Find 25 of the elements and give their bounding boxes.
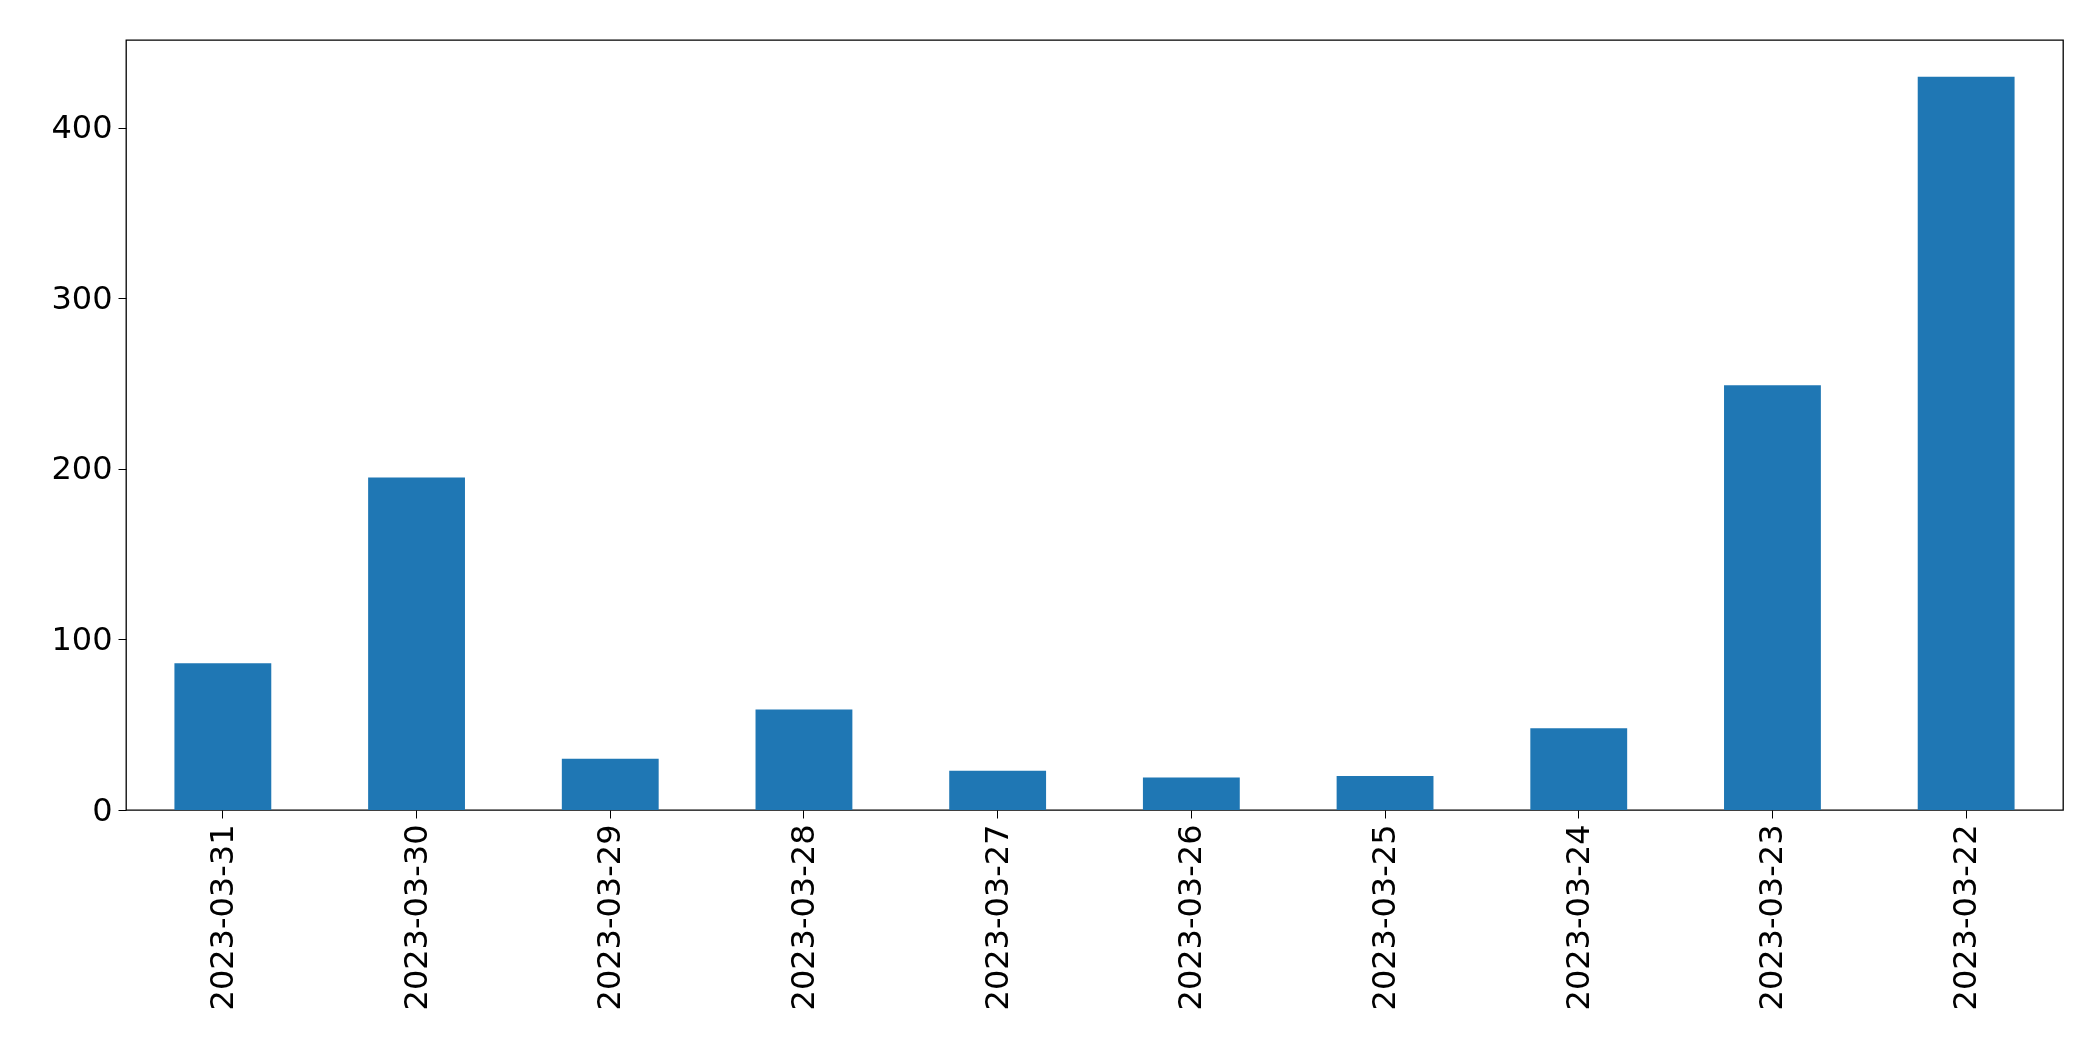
x-tick-label: 2023-03-26 <box>1171 824 1210 1011</box>
bar <box>1724 385 1821 810</box>
bar <box>1336 775 1434 810</box>
bar <box>174 663 272 810</box>
bar <box>561 758 659 810</box>
bar <box>368 477 465 810</box>
x-tick-label: 2023-03-23 <box>1752 824 1791 1011</box>
bar <box>1530 728 1628 810</box>
x-tick-label: 2023-03-25 <box>1365 824 1404 1011</box>
bar <box>949 770 1047 810</box>
bar <box>755 709 853 810</box>
x-tick-label: 2023-03-24 <box>1558 824 1597 1011</box>
x-tick-label: 2023-03-29 <box>590 824 629 1011</box>
y-tick-label: 400 <box>51 108 113 147</box>
bar <box>1142 777 1240 810</box>
y-tick-label: 200 <box>51 449 113 488</box>
x-tick-label: 2023-03-27 <box>977 824 1016 1011</box>
x-tick-label: 2023-03-30 <box>396 824 435 1011</box>
y-tick-label: 300 <box>51 278 113 317</box>
x-tick-label: 2023-03-22 <box>1946 824 1985 1011</box>
y-tick-label: 0 <box>92 790 113 829</box>
x-tick-label: 2023-03-31 <box>202 824 241 1011</box>
y-tick-label: 100 <box>51 619 113 658</box>
x-tick-label: 2023-03-28 <box>783 824 822 1011</box>
bar <box>1917 76 2015 810</box>
